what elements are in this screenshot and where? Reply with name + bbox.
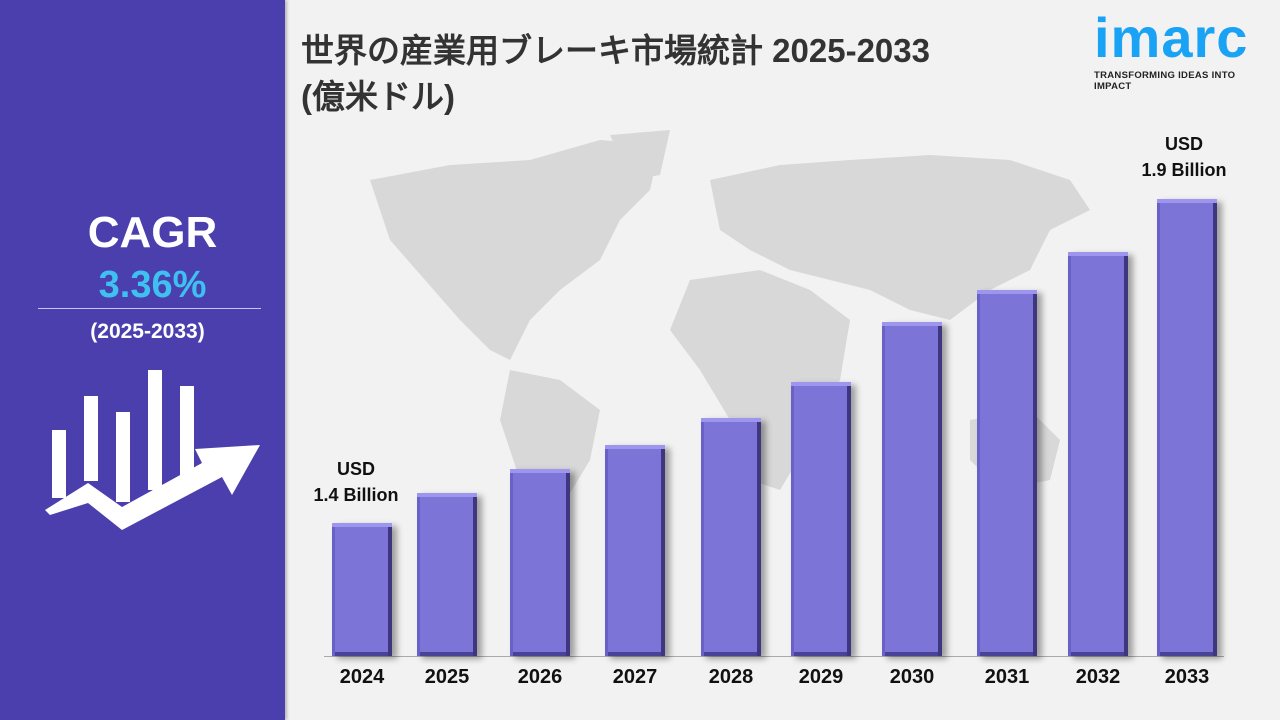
bar-2032	[1068, 252, 1128, 656]
start-value-annotation: USD 1.4 Billion	[286, 456, 426, 508]
x-label-2033: 2033	[1164, 666, 1210, 688]
cagr-label: CAGR	[87, 208, 218, 257]
x-label-2032: 2032	[1075, 666, 1121, 688]
x-label-2028: 2028	[708, 666, 754, 688]
start-annotation-currency: USD	[336, 459, 375, 479]
bar-2027	[605, 445, 665, 656]
x-label-2025: 2025	[424, 666, 470, 688]
bar-2024	[332, 523, 392, 656]
x-label-2024: 2024	[339, 666, 385, 688]
x-label-2030: 2030	[889, 666, 935, 688]
start-annotation-value: 1.4 Billion	[313, 485, 399, 505]
x-label-2027: 2027	[612, 666, 658, 688]
x-label-2026: 2026	[517, 666, 563, 688]
imarc-logo: imarc TRANSFORMING IDEAS INTO IMPACT	[1094, 6, 1266, 93]
bar-2025	[417, 493, 477, 656]
cagr-sidebar: CAGR 3.36% (2025-2033)	[0, 0, 285, 720]
bar-2030	[882, 322, 942, 656]
logo-wordmark: imarc	[1094, 6, 1249, 69]
logo-tagline: TRANSFORMING IDEAS INTO IMPACT	[1094, 70, 1236, 92]
chart-title: 世界の産業用ブレーキ市場統計 2025-2033 (億米ドル)	[301, 28, 930, 120]
title-line-2: (億米ドル)	[301, 78, 455, 115]
end-value-annotation: USD 1.9 Billion	[1114, 131, 1254, 183]
divider	[38, 308, 261, 309]
bar-2033	[1157, 199, 1217, 656]
cagr-value: 3.36%	[98, 264, 207, 306]
bar-2029	[791, 382, 851, 656]
bar-2028	[701, 418, 761, 656]
world-map-background	[370, 130, 1090, 550]
x-label-2031: 2031	[984, 666, 1030, 688]
bar-2031	[977, 290, 1037, 656]
title-line-1: 世界の産業用ブレーキ市場統計 2025-2033	[301, 32, 930, 69]
cagr-period: (2025-2033)	[90, 320, 205, 343]
end-annotation-currency: USD	[1164, 134, 1203, 154]
x-label-2029: 2029	[798, 666, 844, 688]
bar-2026	[510, 469, 570, 656]
bar-chart-growth-arrow-icon	[45, 370, 260, 530]
end-annotation-value: 1.9 Billion	[1141, 160, 1227, 180]
x-axis-line	[324, 656, 1224, 657]
